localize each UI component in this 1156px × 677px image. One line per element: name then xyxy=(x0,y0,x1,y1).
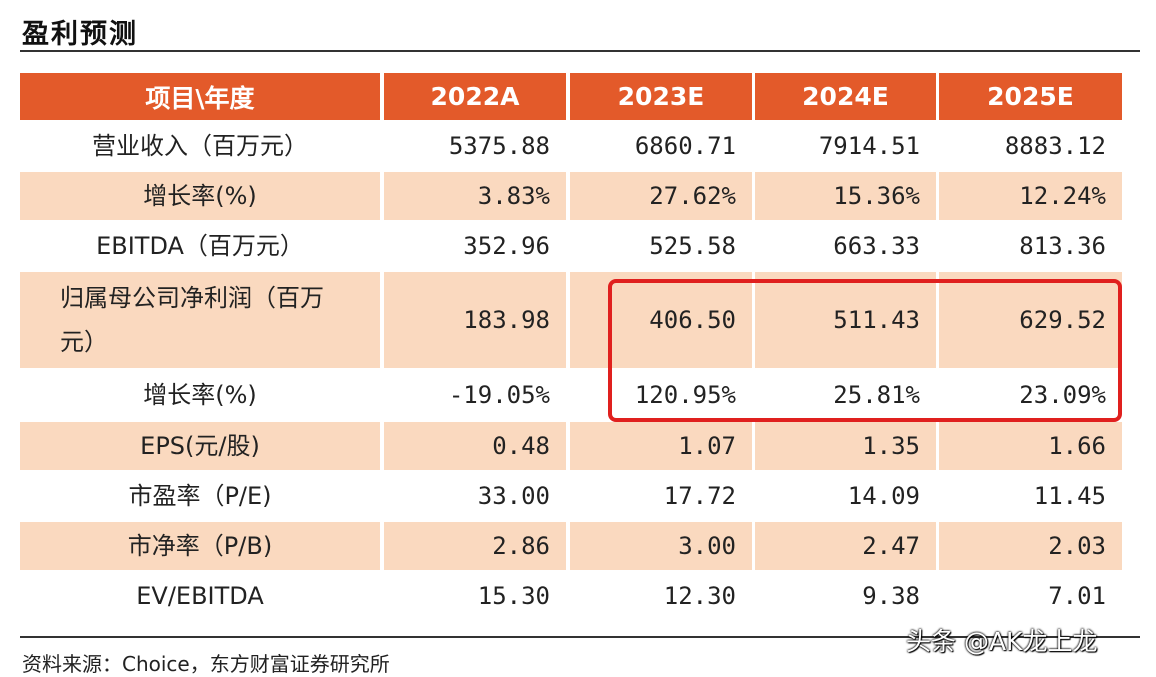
table-cell: 406.50 xyxy=(570,272,752,368)
table-cell: 7.01 xyxy=(1048,582,1106,610)
table-cell: 352.96 xyxy=(463,232,550,260)
table-cell: 2.86 xyxy=(384,522,566,570)
table-cell: 5375.88 xyxy=(448,132,550,160)
table-cell: 7914.51 xyxy=(818,132,920,160)
highlight-box xyxy=(608,279,1122,422)
table-cell: 183.98 xyxy=(384,272,566,368)
table-cell: 629.52 xyxy=(939,272,1122,368)
table-cell: 511.43 xyxy=(755,272,936,368)
row-label: 归属母公司净利润（百万元） xyxy=(20,272,380,368)
page-title: 盈利预测 xyxy=(22,19,138,50)
table-cell: 14.09 xyxy=(847,482,920,510)
table-cell: 33.00 xyxy=(477,482,550,510)
row-label: 增长率(%) xyxy=(143,381,257,409)
header-year-2: 2023E xyxy=(570,73,752,120)
table-cell: 2.03 xyxy=(939,522,1122,570)
title-divider xyxy=(20,50,1140,52)
table-cell: 23.09% xyxy=(1019,381,1106,409)
bottom-divider xyxy=(20,636,1140,638)
table-cell: 27.62% xyxy=(570,172,752,220)
table-cell: 8883.12 xyxy=(1004,132,1106,160)
row-label: EBITDA（百万元） xyxy=(96,232,304,260)
header-year-1: 2022A xyxy=(384,73,566,120)
table-cell: 6860.71 xyxy=(634,132,736,160)
table-cell: 3.83% xyxy=(384,172,566,220)
source-note: 资料来源：Choice，东方财富证券研究所 xyxy=(22,652,390,676)
table-cell: 2.47 xyxy=(755,522,936,570)
table-cell: 12.30 xyxy=(663,582,736,610)
table-cell: 15.30 xyxy=(477,582,550,610)
table-cell: 11.45 xyxy=(1033,482,1106,510)
table-cell: 663.33 xyxy=(833,232,920,260)
row-label: 增长率(%) xyxy=(20,172,380,220)
table-cell: 0.48 xyxy=(384,422,566,470)
table-cell: 17.72 xyxy=(663,482,736,510)
header-year-3: 2024E xyxy=(755,73,936,120)
table-cell: -19.05% xyxy=(448,381,550,409)
row-label: 营业收入（百万元） xyxy=(92,132,308,160)
row-label: EV/EBITDA xyxy=(136,582,264,610)
table-cell: 525.58 xyxy=(649,232,736,260)
table-cell: 12.24% xyxy=(939,172,1122,220)
table-cell: 1.07 xyxy=(570,422,752,470)
row-label: 市盈率（P/E) xyxy=(128,482,272,510)
header-item-year: 项目\年度 xyxy=(20,73,380,120)
table-cell: 3.00 xyxy=(570,522,752,570)
table-cell: 9.38 xyxy=(862,582,920,610)
table-cell: 1.66 xyxy=(939,422,1122,470)
table-cell: 1.35 xyxy=(755,422,936,470)
header-year-4: 2025E xyxy=(939,73,1122,120)
row-label: EPS(元/股) xyxy=(20,422,380,470)
watermark: 头条 @AK龙上龙 xyxy=(906,627,1098,656)
row-label: 市净率（P/B) xyxy=(20,522,380,570)
table-cell: 25.81% xyxy=(833,381,920,409)
table-cell: 120.95% xyxy=(634,381,736,409)
table-cell: 15.36% xyxy=(755,172,936,220)
table-cell: 813.36 xyxy=(1019,232,1106,260)
